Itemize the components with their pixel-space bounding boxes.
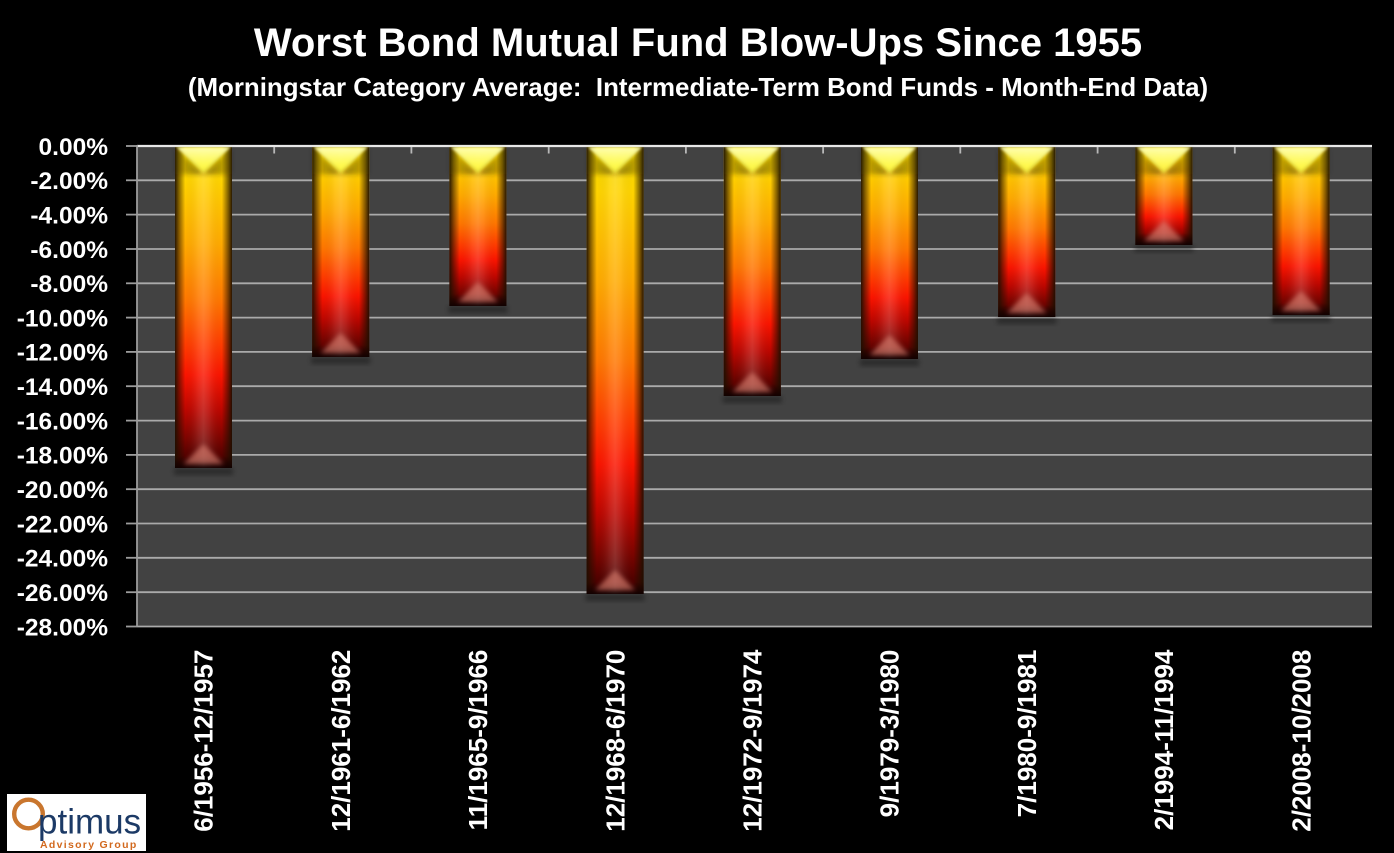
svg-text:-2.00%: -2.00% [30,168,108,195]
svg-text:12/1972-9/1974: 12/1972-9/1974 [738,649,768,832]
svg-text:-6.00%: -6.00% [30,237,108,264]
svg-text:-20.00%: -20.00% [17,477,108,504]
svg-text:2/1994-11/1994: 2/1994-11/1994 [1149,649,1179,830]
svg-text:-12.00%: -12.00% [17,340,108,367]
svg-text:Worst Bond Mutual Fund Blow-Up: Worst Bond Mutual Fund Blow-Ups Since 19… [254,21,1142,65]
svg-text:-22.00%: -22.00% [17,511,108,538]
svg-text:9/1979-3/1980: 9/1979-3/1980 [875,650,905,818]
svg-text:-10.00%: -10.00% [17,305,108,332]
svg-text:-24.00%: -24.00% [17,546,108,573]
svg-text:0.00%: 0.00% [39,134,109,161]
svg-text:-16.00%: -16.00% [17,408,108,435]
svg-text:-4.00%: -4.00% [30,202,108,229]
svg-text:(Morningstar Category Average:: (Morningstar Category Average: Intermedi… [188,74,1208,102]
svg-text:-28.00%: -28.00% [17,614,108,641]
svg-text:Advisory Group: Advisory Group [40,839,138,851]
svg-text:11/1965-9/1966: 11/1965-9/1966 [463,650,493,831]
svg-text:-18.00%: -18.00% [17,443,108,470]
svg-text:7/1980-9/1981: 7/1980-9/1981 [1012,650,1042,818]
svg-text:6/1956-12/1957: 6/1956-12/1957 [189,650,219,832]
svg-text:ptimus: ptimus [38,803,141,842]
svg-text:-8.00%: -8.00% [30,271,108,298]
svg-text:-14.00%: -14.00% [17,374,108,401]
svg-text:2/2008-10/2008: 2/2008-10/2008 [1286,650,1316,832]
svg-text:12/1961-6/1962: 12/1961-6/1962 [326,650,356,832]
svg-text:-26.00%: -26.00% [17,580,108,607]
svg-text:12/1968-6/1970: 12/1968-6/1970 [600,650,630,832]
